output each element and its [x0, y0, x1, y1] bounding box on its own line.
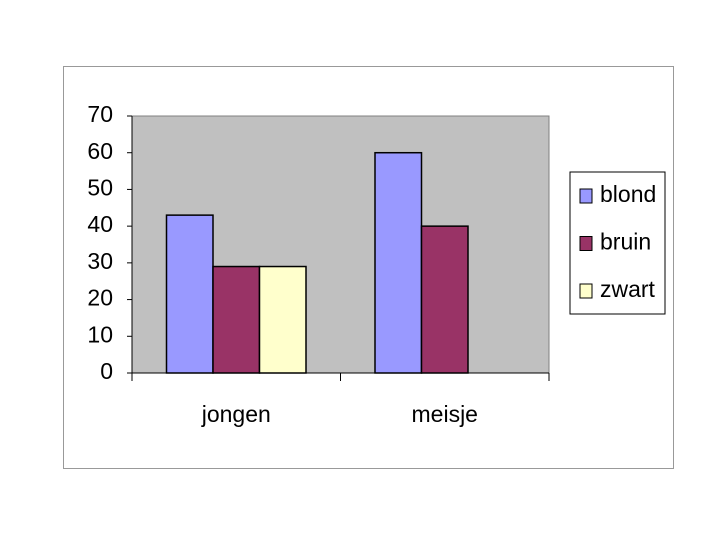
x-tick-label: meisje: [412, 401, 478, 427]
y-tick-label: 60: [87, 138, 113, 164]
legend-label: bruin: [600, 229, 651, 255]
legend-swatch: [579, 188, 593, 204]
y-tick-label: 0: [100, 358, 113, 384]
legend-swatch: [579, 283, 593, 299]
bar: [258, 265, 307, 374]
x-tick-label: jongen: [201, 401, 271, 427]
y-tick-label: 40: [87, 211, 113, 237]
y-tick-label: 70: [87, 101, 113, 127]
y-tick-label: 30: [87, 248, 113, 274]
y-tick-label: 20: [87, 285, 113, 311]
y-tick-label: 50: [87, 175, 113, 201]
bar: [165, 214, 214, 374]
bar: [420, 225, 469, 374]
y-tick-label: 10: [87, 321, 113, 347]
legend-label: zwart: [600, 276, 656, 302]
legend-label: blond: [600, 181, 656, 207]
bar: [374, 151, 423, 374]
bar: [212, 265, 261, 374]
legend-swatch: [579, 236, 593, 251]
